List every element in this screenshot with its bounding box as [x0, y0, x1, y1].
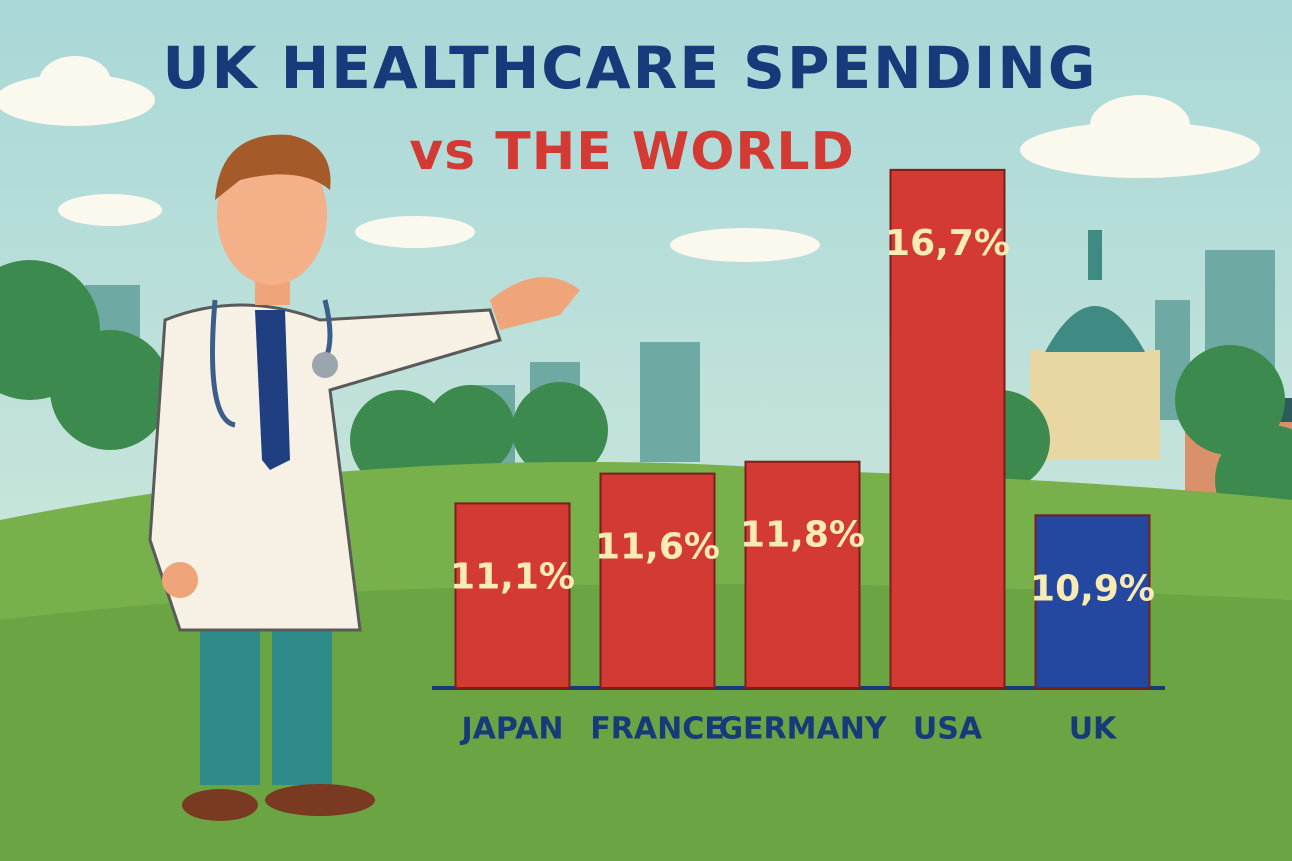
x-tick-label: GERMANY — [718, 712, 887, 747]
x-tick-label: FRANCE — [590, 712, 724, 747]
value-label: 11,1% — [450, 556, 575, 597]
value-label: 11,8% — [740, 515, 865, 556]
value-label: 10,9% — [1030, 568, 1155, 609]
bar — [599, 472, 716, 689]
x-tick-label: UK — [1069, 712, 1118, 747]
chart-title: UK HEALTHCARE SPENDING — [163, 34, 1098, 102]
bar — [744, 460, 861, 690]
bar — [889, 168, 1006, 690]
value-label: 16,7% — [885, 223, 1010, 264]
chart-subtitle: vs THE WORLD — [409, 122, 854, 182]
bar — [1034, 514, 1151, 689]
x-tick-label: USA — [913, 712, 983, 747]
doctor — [148, 134, 580, 821]
bar — [454, 502, 571, 689]
x-tick-label: JAPAN — [460, 712, 564, 747]
value-label: 11,6% — [595, 527, 720, 568]
